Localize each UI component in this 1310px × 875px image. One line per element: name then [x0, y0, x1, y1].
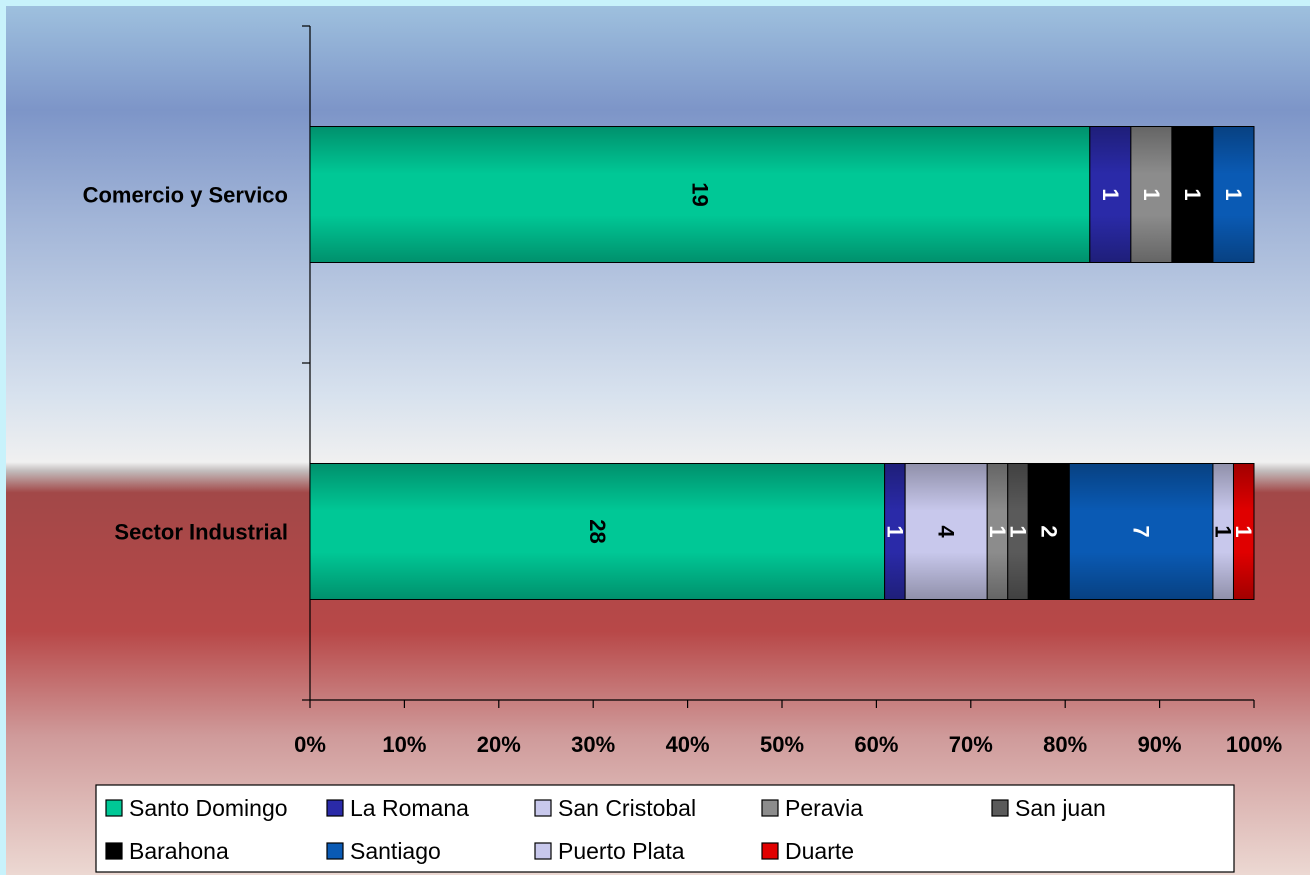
bar-segment-shading — [987, 463, 1008, 600]
x-tick-label: 80% — [1043, 732, 1087, 757]
x-tick-label: 50% — [760, 732, 804, 757]
bar-segment-shading — [310, 126, 1090, 263]
plot-area: 0% 10% 20% 30% 40% 50% 60% 70% 80% 90% 100% Comerci… — [83, 25, 1282, 757]
bar-segment-shading — [1212, 463, 1234, 600]
legend-swatch-puerto-plata — [534, 842, 552, 860]
bar-segment-shading — [310, 463, 885, 600]
legend-label: La Romana — [350, 795, 469, 821]
data-label: 1 — [985, 525, 1010, 537]
x-tick-label: 60% — [854, 732, 898, 757]
data-label: 1 — [1231, 525, 1256, 537]
data-label: 1 — [1139, 188, 1164, 200]
bar-segment-shading — [1130, 126, 1172, 263]
data-label: 1 — [1221, 188, 1246, 200]
x-tick-label: 70% — [949, 732, 993, 757]
legend-label: Barahona — [129, 838, 229, 864]
legend-label: Santo Domingo — [129, 795, 288, 821]
legend-label: Santiago — [350, 838, 441, 864]
legend-box — [95, 784, 1235, 873]
data-label: 7 — [1129, 525, 1154, 537]
legend-swatch-san-cristobal — [534, 799, 552, 817]
x-tick-label: 90% — [1138, 732, 1182, 757]
legend-label: Peravia — [785, 795, 863, 821]
data-label: 1 — [1098, 188, 1123, 200]
x-tick-label: 0% — [294, 732, 326, 757]
legend-swatch-peravia — [761, 799, 779, 817]
data-label: 4 — [934, 525, 959, 538]
legend-label: San juan — [1015, 795, 1106, 821]
legend-swatch-santiago — [326, 842, 344, 860]
legend-swatch-san-juan — [991, 799, 1009, 817]
legend-label: Duarte — [785, 838, 854, 864]
bar-segment-shading — [1028, 463, 1070, 600]
category-label: Comercio y Servico — [83, 183, 288, 208]
x-tick-label: 20% — [477, 732, 521, 757]
x-tick-label: 10% — [382, 732, 426, 757]
bar-segment-shading — [1089, 126, 1131, 263]
legend-swatch-la-romana — [326, 799, 344, 817]
bar-segment-shading — [884, 463, 906, 600]
legend: Santo Domingo La Romana San Cristobal Perav… — [95, 784, 1235, 873]
data-label: 1 — [1006, 525, 1031, 537]
data-label: 1 — [1211, 525, 1236, 537]
x-tick-label: 100% — [1226, 732, 1282, 757]
x-tick-label: 30% — [571, 732, 615, 757]
bar-segment-shading — [1233, 463, 1254, 600]
category-label: Sector Industrial — [114, 520, 288, 545]
bar-segment-shading — [1069, 463, 1213, 600]
data-label: 1 — [1180, 188, 1205, 200]
legend-label: Puerto Plata — [558, 838, 685, 864]
data-label: 19 — [687, 182, 712, 206]
bar-segment-shading — [1171, 126, 1213, 263]
bar-segment-shading — [905, 463, 988, 600]
legend-label: San Cristobal — [558, 795, 696, 821]
legend-swatch-santo-domingo — [105, 799, 123, 817]
legend-swatch-duarte — [761, 842, 779, 860]
data-label: 2 — [1036, 525, 1061, 537]
data-label: 28 — [585, 519, 610, 543]
bar-segment-shading — [1212, 126, 1254, 263]
data-label: 1 — [882, 525, 907, 537]
x-tick-label: 40% — [666, 732, 710, 757]
bar-segment-shading — [1007, 463, 1029, 600]
legend-swatch-barahona — [105, 842, 123, 860]
